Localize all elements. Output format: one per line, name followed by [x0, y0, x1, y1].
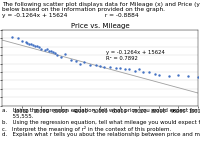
Point — [36, 45, 39, 48]
Point — [69, 59, 72, 62]
Point — [79, 62, 82, 65]
Point — [75, 60, 78, 62]
Text: The following scatter plot displays data for Mileage (x) and Price (y).  Answer : The following scatter plot displays data… — [2, 2, 200, 18]
Point — [118, 67, 121, 69]
Point — [10, 36, 13, 38]
Point — [59, 56, 62, 59]
Point — [20, 39, 23, 42]
Point — [28, 43, 31, 46]
Point — [108, 65, 111, 68]
Point — [49, 50, 53, 53]
Point — [34, 45, 37, 47]
Point — [83, 61, 86, 63]
Point — [45, 48, 49, 50]
Point — [40, 47, 43, 50]
Point — [177, 74, 180, 76]
Point — [55, 54, 58, 56]
Point — [153, 72, 156, 75]
Point — [26, 42, 29, 44]
Point — [196, 76, 200, 78]
Point — [124, 67, 127, 70]
Point — [147, 71, 151, 74]
Point — [138, 68, 141, 70]
Point — [32, 44, 35, 46]
Point — [16, 37, 19, 40]
Point — [89, 64, 92, 66]
Text: a.   Using the regression equation, tell what price you would expect for a car w: a. Using the regression equation, tell w… — [2, 108, 200, 137]
Point — [63, 53, 66, 56]
Point — [114, 67, 117, 69]
Title: Price vs. Mileage: Price vs. Mileage — [71, 23, 129, 29]
Text: y = -0.1264x + 15624
R² = 0.7892: y = -0.1264x + 15624 R² = 0.7892 — [106, 50, 165, 61]
Point — [24, 41, 27, 43]
Point — [102, 66, 106, 69]
Point — [157, 73, 160, 76]
Point — [134, 69, 137, 72]
Point — [38, 46, 41, 49]
Point — [94, 64, 98, 67]
Point — [53, 52, 57, 54]
Point — [128, 68, 131, 71]
Point — [98, 65, 102, 67]
Point — [47, 49, 51, 52]
Point — [167, 75, 170, 77]
Point — [51, 51, 55, 54]
Point — [187, 75, 190, 77]
Point — [142, 70, 145, 73]
Point — [44, 49, 47, 51]
Point — [30, 43, 33, 45]
